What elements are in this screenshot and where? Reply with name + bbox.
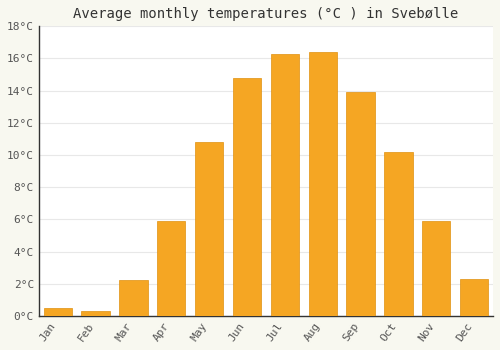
Bar <box>422 221 450 316</box>
Title: Average monthly temperatures (°C ) in Svebølle: Average monthly temperatures (°C ) in Sv… <box>74 7 458 21</box>
Bar <box>384 152 412 316</box>
Bar <box>270 54 299 316</box>
Bar <box>308 52 337 316</box>
Bar <box>346 92 375 316</box>
Bar <box>233 78 261 316</box>
Bar <box>119 280 148 316</box>
Bar <box>44 308 72 316</box>
Bar <box>460 279 488 316</box>
Bar <box>195 142 224 316</box>
Bar <box>157 221 186 316</box>
Bar <box>82 311 110 316</box>
